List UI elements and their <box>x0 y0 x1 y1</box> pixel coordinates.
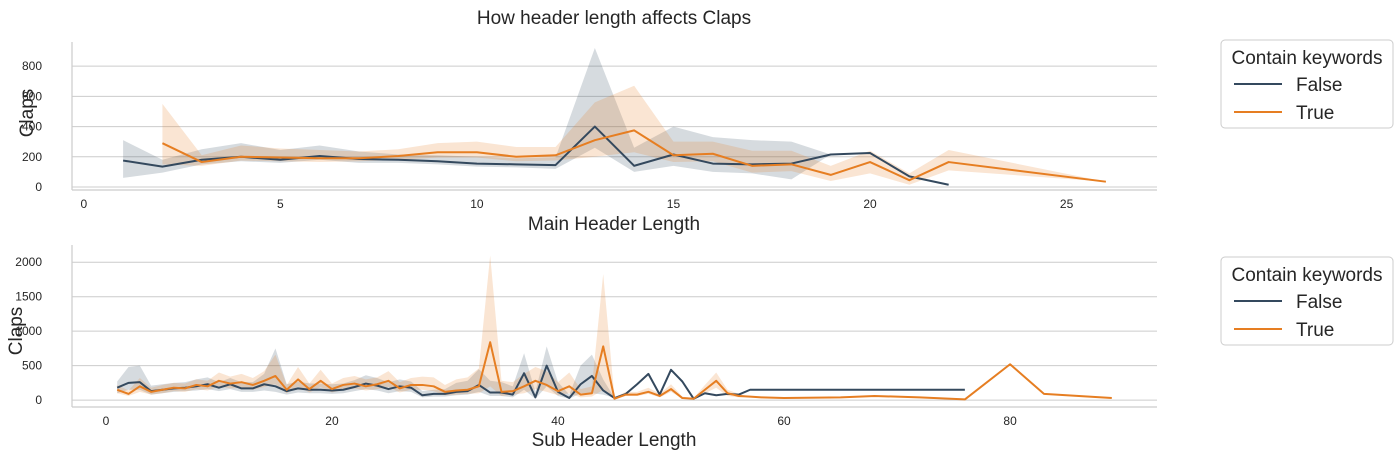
confidence-band-false <box>117 346 965 399</box>
y-tick-label: 200 <box>22 150 42 164</box>
y-tick-label: 800 <box>22 59 42 73</box>
x-tick-label: 0 <box>80 197 87 211</box>
y-tick-label: 1500 <box>15 290 42 304</box>
y-tick-label: 1000 <box>15 324 42 338</box>
x-tick-label: 15 <box>667 197 681 211</box>
legend-main: Contain keywords False True <box>1220 39 1394 129</box>
lines-main <box>122 125 1107 186</box>
legend-label-false: False <box>1296 75 1342 96</box>
confidence-band-false <box>123 48 949 185</box>
x-tick-label: 40 <box>551 414 565 428</box>
x-tick-label: 20 <box>863 197 877 211</box>
x-ticks-sub: 0 20 40 60 80 <box>103 414 1018 428</box>
x-tick-label: 25 <box>1060 197 1074 211</box>
y-axis-label: Claps <box>17 89 38 138</box>
x-axis-label: Main Header Length <box>528 214 700 235</box>
y-tick-label: 2000 <box>15 255 42 269</box>
chart-title: How header length affects Claps <box>477 8 751 29</box>
x-ticks-main: 0 5 10 15 20 25 <box>80 197 1073 211</box>
legend-label-true: True <box>1296 103 1334 124</box>
y-tick-label: 0 <box>35 180 42 194</box>
x-tick-label: 5 <box>277 197 284 211</box>
y-tick-label: 600 <box>22 89 42 103</box>
y-tick-label: 400 <box>22 120 42 134</box>
y-ticks-main: 0 200 400 600 800 <box>22 59 42 194</box>
legend-label-false: False <box>1296 292 1342 313</box>
bands-sub <box>117 255 1112 400</box>
legend-sub: Contain keywords False True <box>1220 256 1394 346</box>
legend-box <box>1220 256 1394 346</box>
series-line-false <box>122 125 949 186</box>
bands-main <box>123 48 1106 185</box>
legend-title: Contain keywords <box>1231 48 1382 69</box>
legend-box <box>1220 39 1394 129</box>
y-ticks-sub: 0 500 1000 1500 2000 <box>15 255 42 407</box>
grid-sub <box>72 261 1157 401</box>
x-tick-label: 20 <box>325 414 339 428</box>
x-tick-label: 0 <box>103 414 110 428</box>
confidence-band-true <box>117 255 1112 400</box>
y-tick-label: 500 <box>22 359 42 373</box>
y-tick-label: 0 <box>35 393 42 407</box>
x-tick-label: 80 <box>1003 414 1017 428</box>
legend-title: Contain keywords <box>1231 265 1382 286</box>
subplot-sub-header: 0 20 40 60 80 0 500 1000 1500 2000 Sub Header Le… <box>6 245 1394 451</box>
x-tick-label: 60 <box>777 414 791 428</box>
series-line-true <box>161 129 1107 183</box>
subplot-main-header: How header length affects Claps 0 5 10 15 20… <box>17 8 1394 235</box>
y-axis-label: Claps <box>6 307 27 356</box>
lines-sub <box>116 341 1112 401</box>
legend-label-true: True <box>1296 320 1334 341</box>
confidence-band-true <box>162 85 1106 185</box>
series-line-true <box>116 341 1112 401</box>
x-tick-label: 10 <box>470 197 484 211</box>
x-axis-label: Sub Header Length <box>532 430 697 451</box>
